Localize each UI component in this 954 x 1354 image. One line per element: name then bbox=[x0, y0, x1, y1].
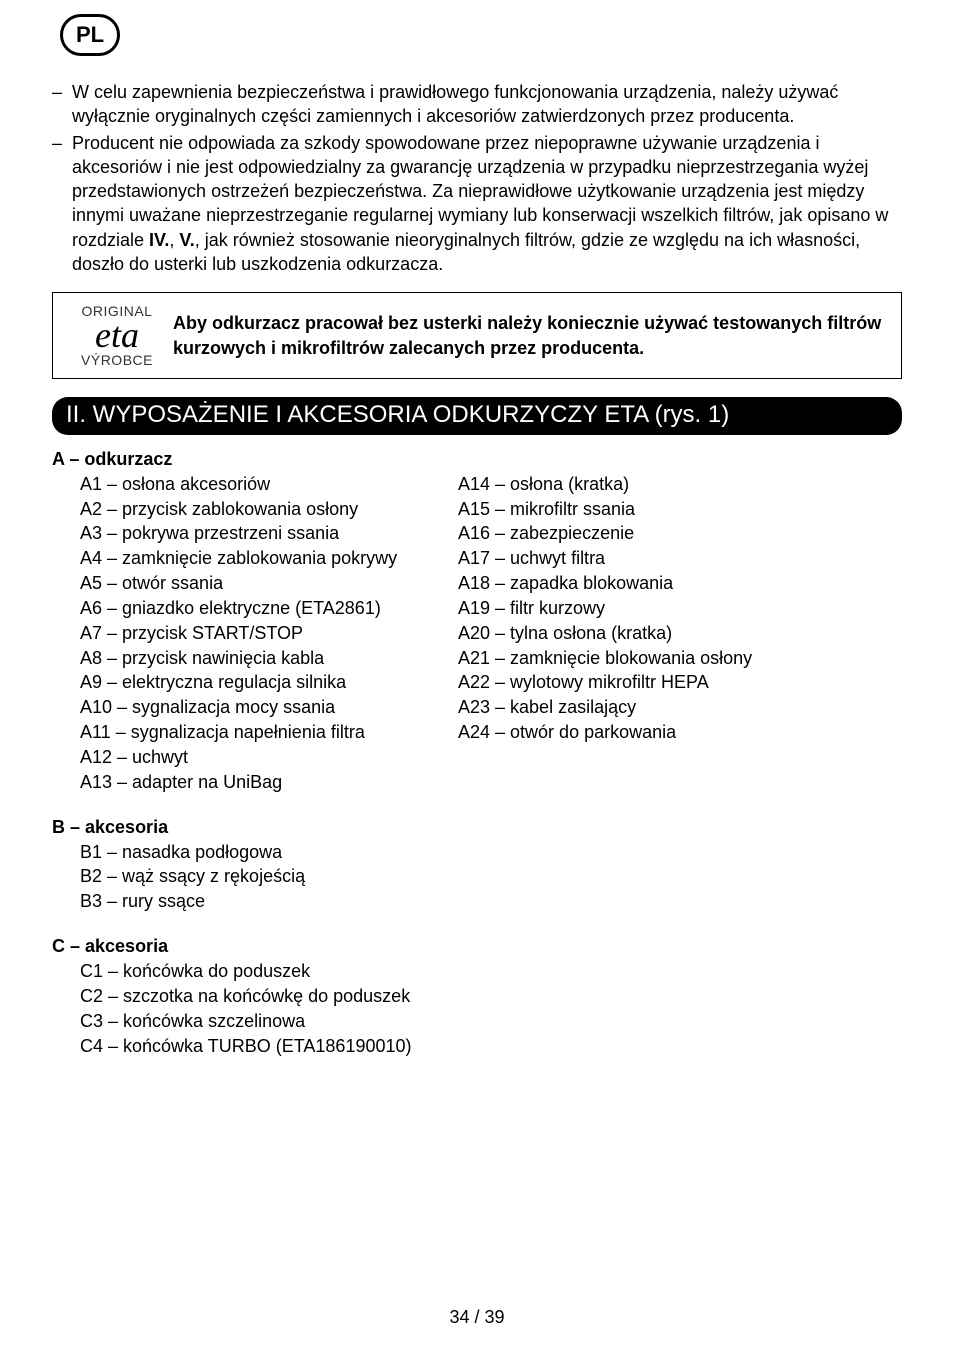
list-item: A8 – przycisk nawinięcia kabla bbox=[80, 646, 458, 671]
group-c-head: C – akcesoria bbox=[52, 936, 902, 957]
list-item: A1 – osłona akcesoriów bbox=[80, 472, 458, 497]
list-item: B3 – rury ssące bbox=[80, 889, 902, 914]
list-item: A13 – adapter na UniBag bbox=[80, 770, 458, 795]
group-a-col1: A1 – osłona akcesoriów A2 – przycisk zab… bbox=[80, 472, 458, 795]
list-item: C3 – końcówka szczelinowa bbox=[80, 1009, 902, 1034]
list-item: A18 – zapadka blokowania bbox=[458, 571, 752, 596]
page-number: 34 / 39 bbox=[0, 1307, 954, 1328]
bullet-item: – W celu zapewnienia bezpieczeństwa i pr… bbox=[52, 80, 902, 129]
list-item: A22 – wylotowy mikrofiltr HEPA bbox=[458, 670, 752, 695]
list-item: A14 – osłona (kratka) bbox=[458, 472, 752, 497]
bullet-dash: – bbox=[52, 131, 72, 277]
list-item: A15 – mikrofiltr ssania bbox=[458, 497, 752, 522]
group-b-list: B1 – nasadka podłogowa B2 – wąż ssący z … bbox=[52, 840, 902, 914]
language-badge: PL bbox=[60, 14, 120, 56]
logo-line-bot: VÝROBCE bbox=[67, 352, 167, 368]
brand-logo: ORIGINAL eta VÝROBCE bbox=[67, 303, 167, 367]
list-item: A2 – przycisk zablokowania osłony bbox=[80, 497, 458, 522]
notice-text: Aby odkurzacz pracował bez usterki należ… bbox=[167, 311, 885, 360]
bullet-item: – Producent nie odpowiada za szkody spow… bbox=[52, 131, 902, 277]
section-heading: II. WYPOSAŻENIE I AKCESORIA ODKURZYCZY E… bbox=[52, 397, 902, 435]
list-item: A7 – przycisk START/STOP bbox=[80, 621, 458, 646]
list-item: A5 – otwór ssania bbox=[80, 571, 458, 596]
list-item: A21 – zamknięcie blokowania osłony bbox=[458, 646, 752, 671]
list-item: A12 – uchwyt bbox=[80, 745, 458, 770]
list-item: A3 – pokrywa przestrzeni ssania bbox=[80, 521, 458, 546]
bullet-dash: – bbox=[52, 80, 72, 129]
list-item: A10 – sygnalizacja mocy ssania bbox=[80, 695, 458, 720]
logo-line-mid: eta bbox=[67, 319, 167, 351]
list-item: A16 – zabezpieczenie bbox=[458, 521, 752, 546]
group-a-list: A1 – osłona akcesoriów A2 – przycisk zab… bbox=[52, 472, 902, 795]
list-item: C4 – końcówka TURBO (ETA186190010) bbox=[80, 1034, 902, 1059]
list-item: A4 – zamknięcie zablokowania pokrywy bbox=[80, 546, 458, 571]
list-item: C2 – szczotka na końcówkę do poduszek bbox=[80, 984, 902, 1009]
notice-box: ORIGINAL eta VÝROBCE Aby odkurzacz praco… bbox=[52, 292, 902, 378]
list-item: B2 – wąż ssący z rękojeścią bbox=[80, 864, 902, 889]
bullet-text: W celu zapewnienia bezpieczeństwa i praw… bbox=[72, 80, 902, 129]
group-b-head: B – akcesoria bbox=[52, 817, 902, 838]
list-item: A11 – sygnalizacja napełnienia filtra bbox=[80, 720, 458, 745]
list-item: B1 – nasadka podłogowa bbox=[80, 840, 902, 865]
list-item: A24 – otwór do parkowania bbox=[458, 720, 752, 745]
list-item: A17 – uchwyt filtra bbox=[458, 546, 752, 571]
list-item: A19 – filtr kurzowy bbox=[458, 596, 752, 621]
bullet-text: Producent nie odpowiada za szkody spowod… bbox=[72, 131, 902, 277]
list-item: A6 – gniazdko elektryczne (ETA2861) bbox=[80, 596, 458, 621]
group-a-head: A – odkurzacz bbox=[52, 449, 902, 470]
safety-bullets: – W celu zapewnienia bezpieczeństwa i pr… bbox=[52, 80, 902, 276]
list-item: C1 – końcówka do poduszek bbox=[80, 959, 902, 984]
list-item: A9 – elektryczna regulacja silnika bbox=[80, 670, 458, 695]
list-item: A20 – tylna osłona (kratka) bbox=[458, 621, 752, 646]
group-a-col2: A14 – osłona (kratka) A15 – mikrofiltr s… bbox=[458, 472, 752, 795]
group-c-list: C1 – końcówka do poduszek C2 – szczotka … bbox=[52, 959, 902, 1058]
list-item: A23 – kabel zasilający bbox=[458, 695, 752, 720]
